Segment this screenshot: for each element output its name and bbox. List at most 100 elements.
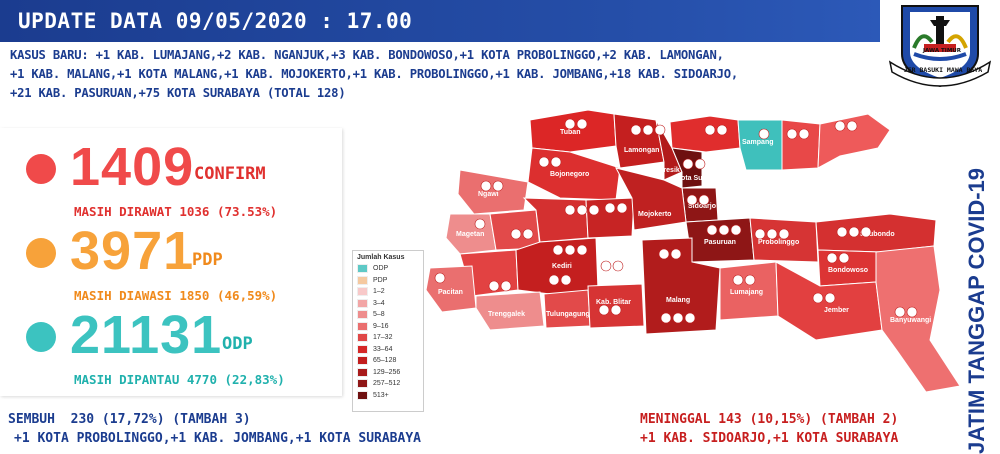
legend-item: 129–256 [357, 367, 419, 379]
map-marker [834, 120, 846, 132]
map-marker [598, 304, 610, 316]
legend-label: ODP [373, 265, 389, 273]
map-marker [698, 194, 710, 206]
map-label-lumajang: Lumajang [730, 289, 763, 296]
new-cases-line-3: +21 KAB. PASURUAN,+75 KOTA SURABAYA (TOT… [10, 86, 346, 100]
map-marker [642, 124, 654, 136]
legend-item: 1–2 [357, 286, 419, 298]
legend-item: 33–64 [357, 344, 419, 356]
map-marker [684, 312, 696, 324]
map-marker [616, 202, 628, 214]
map-label-gresik: Gresik [658, 167, 680, 174]
map-marker [694, 158, 706, 170]
legend-item: 257–512 [357, 378, 419, 390]
map-marker [610, 304, 622, 316]
legend-item: 513+ [357, 390, 419, 402]
map-label-lamongan: Lamongan [624, 147, 659, 154]
map-label-pacitan: Pacitan [438, 289, 463, 296]
map-marker [588, 204, 600, 216]
stats-panel: 1409 CONFIRM MASIH DIRAWAT 1036 (73.53%)… [0, 128, 342, 396]
map-marker [564, 204, 576, 216]
map-marker [600, 260, 612, 272]
map-marker [660, 312, 672, 324]
legend-label: 5–8 [373, 311, 385, 319]
east-java-choropleth-map: Sampang Lamongan Gresik Kota Surabaya Si… [425, 109, 961, 393]
recovered-line-1: SEMBUH 230 (17,72%) (TAMBAH 3) [8, 412, 251, 427]
map-marker [732, 274, 744, 286]
map-marker [730, 224, 742, 236]
legend-label: 513+ [373, 391, 389, 399]
map-region-banyuwangi [875, 245, 961, 393]
map-region-sampang [737, 119, 783, 171]
map-marker [474, 218, 486, 230]
map-marker [560, 274, 572, 286]
map-marker [906, 306, 918, 318]
map-marker [716, 124, 728, 136]
legend-swatch [357, 287, 368, 297]
map-marker [778, 228, 790, 240]
legend-label: 3–4 [373, 299, 385, 307]
legend-label: 65–128 [373, 357, 397, 365]
map-marker [576, 118, 588, 130]
map-label-pasuruan: Pasuruan [704, 239, 736, 246]
legend-label: 257–512 [373, 380, 401, 388]
new-cases-line-2: +1 KAB. MALANG,+1 KOTA MALANG,+1 KAB. MO… [10, 67, 739, 81]
legend-item: 9–16 [357, 321, 419, 333]
map-marker [538, 156, 550, 168]
map-marker [766, 228, 778, 240]
deaths-line-1: MENINGGAL 143 (10,15%) (TAMBAH 2) [640, 412, 899, 427]
legend-item: ODP [357, 263, 419, 275]
map-label-kediri: Kediri [552, 263, 572, 270]
map-marker [838, 252, 850, 264]
legend-label: 9–16 [373, 322, 389, 330]
map-label-ngawi: Ngawi [478, 191, 499, 198]
map-marker [848, 226, 860, 238]
map-label-blitar: Kab. Blitar [596, 299, 631, 306]
legend-label: PDP [373, 276, 388, 284]
map-marker [706, 224, 718, 236]
new-cases-text: KASUS BARU: +1 KAB. LUMAJANG,+2 KAB. NGA… [10, 46, 890, 103]
legend-swatch [357, 344, 368, 354]
map-marker [612, 260, 624, 272]
map-marker [846, 120, 858, 132]
legend-swatch [357, 275, 368, 285]
map-marker [670, 248, 682, 260]
map-marker [824, 292, 836, 304]
map-label-bondowoso: Bondowoso [828, 267, 868, 274]
legend-title: Jumlah Kasus [357, 254, 405, 261]
map-legend: Jumlah Kasus ODP PDP 1–2 3–4 5–8 9–16 17–32 33–… [352, 250, 424, 412]
map-region-malang [641, 237, 721, 335]
map-marker [510, 228, 522, 240]
map-marker [488, 280, 500, 292]
emblem-banner: JAWA TIMUR [922, 48, 962, 54]
map-label-surabaya: Kota Surabaya [676, 175, 725, 182]
map-marker [492, 180, 504, 192]
map-marker [798, 128, 810, 140]
map-region-trenggalek [475, 291, 545, 331]
new-cases-line-1: KASUS BARU: +1 KAB. LUMAJANG,+2 KAB. NGA… [10, 48, 724, 62]
map-marker [744, 274, 756, 286]
odp-dot-icon [26, 322, 56, 352]
map-marker [754, 228, 766, 240]
side-title: JATIM TANGGAP COVID-19 [964, 167, 989, 454]
odp-value: 21131 [70, 305, 223, 365]
confirm-value: 1409 [70, 137, 195, 197]
map-label-trenggalek: Trenggalek [488, 311, 525, 318]
emblem-motto: JER BASUKI MAWA BEYA [903, 66, 983, 74]
map-marker [552, 244, 564, 256]
map-label-probolinggo: Probolinggo [758, 239, 799, 246]
odp-sub: MASIH DIPANTAU 4770 (22,83%) [74, 372, 285, 387]
map-marker [704, 124, 716, 136]
map-region-probolinggo [749, 217, 819, 263]
map-region-pamekasan [781, 119, 821, 171]
map-marker [548, 274, 560, 286]
legend-item: 17–32 [357, 332, 419, 344]
confirm-label: CONFIRM [194, 164, 266, 184]
pdp-sub: MASIH DIAWASI 1850 (46,59%) [74, 288, 278, 303]
map-marker [860, 226, 872, 238]
map-marker [564, 244, 576, 256]
map-marker [522, 228, 534, 240]
legend-item: 5–8 [357, 309, 419, 321]
pdp-dot-icon [26, 238, 56, 268]
deaths-line-2: +1 KAB. SIDOARJO,+1 KOTA SURABAYA [640, 431, 899, 446]
